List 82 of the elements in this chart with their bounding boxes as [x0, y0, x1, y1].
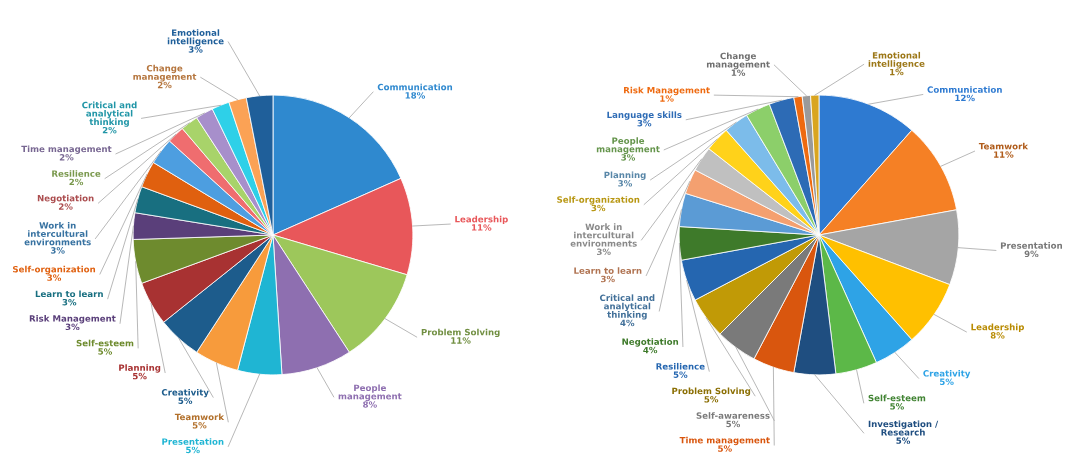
slice-label: Negotiation: [37, 194, 94, 204]
data-label: 2%: [102, 126, 117, 134]
data-label: 5%: [890, 403, 904, 410]
data-label: 2%: [69, 178, 84, 186]
data-label: 4%: [643, 346, 658, 354]
data-label: 4%: [620, 319, 635, 327]
slice-label: Self-esteem: [76, 339, 134, 347]
slice-label: Negotiation: [622, 338, 679, 347]
data-label: 11%: [994, 151, 1014, 158]
slice-label: Problem Solving: [421, 328, 500, 338]
slice-label: Presentation: [1000, 242, 1063, 249]
data-label: 9%: [1024, 250, 1039, 258]
slice-label: Self-organization: [13, 265, 96, 275]
slice-label: Leadership: [971, 323, 1025, 332]
slice-label: Change management: [133, 64, 197, 82]
data-label: 3%: [601, 275, 615, 283]
slice-label: Creativity: [161, 388, 209, 398]
slice-label: Presentation: [162, 438, 224, 445]
data-label: 11%: [451, 337, 471, 344]
data-label: 1%: [660, 95, 674, 102]
slice-label: Resilience: [52, 170, 101, 177]
data-label: 3%: [637, 119, 652, 127]
slice-label: Communication: [927, 86, 1002, 93]
data-label: 5%: [896, 437, 911, 444]
slice-label: Critical and analytical thinking: [599, 294, 655, 320]
data-label: 5%: [132, 372, 147, 380]
slice-label: People management: [338, 384, 402, 402]
slice-label: Self-esteem: [868, 394, 926, 402]
data-label: 3%: [621, 154, 636, 161]
slice-label: Planning: [604, 171, 646, 180]
data-label: 8%: [363, 401, 377, 408]
data-label: 5%: [98, 348, 113, 355]
data-label: 5%: [726, 420, 741, 428]
data-label: 3%: [65, 323, 80, 331]
slice-label: Leadership: [455, 215, 508, 225]
data-label: 3%: [596, 248, 611, 256]
data-label: 3%: [47, 274, 62, 281]
slice-label: Teamwork: [174, 413, 225, 421]
slice-label: Work in intercultural environments: [570, 223, 637, 247]
data-label: 8%: [990, 332, 1005, 339]
slice-label: Time management: [679, 436, 770, 446]
data-label: 3%: [62, 298, 77, 306]
data-label: 5%: [673, 371, 688, 378]
data-label: 3%: [188, 46, 203, 53]
data-label: 2%: [157, 81, 172, 89]
slice-label: Time management: [21, 145, 112, 154]
slice-label: Planning: [119, 364, 161, 373]
slice-label: Risk Management: [29, 315, 116, 324]
slice-label: Emotional intelligence: [167, 29, 224, 47]
slice-label: Communication: [377, 83, 453, 91]
data-label: 5%: [186, 446, 200, 454]
slice-label: Change management: [706, 52, 770, 70]
data-label: 3%: [591, 204, 606, 212]
data-label: 2%: [59, 154, 74, 161]
slice-label: Work in intercultural environments: [24, 221, 91, 246]
slice-label: People management: [596, 137, 660, 155]
slice-label: Resilience: [656, 362, 705, 370]
data-label: 5%: [192, 422, 207, 429]
slice-label: Problem Solving: [672, 387, 751, 396]
data-label: 3%: [618, 180, 633, 187]
data-label: 5%: [939, 378, 954, 386]
data-label: 5%: [178, 397, 193, 404]
slice-label: Self-awareness: [696, 412, 770, 419]
slice-label: Investigation / Research: [868, 420, 939, 436]
data-label: 2%: [58, 203, 73, 210]
slice-label: Emotional intelligence: [868, 51, 925, 69]
slice-label: Teamwork: [978, 142, 1029, 150]
slice-label: Critical and analytical thinking: [82, 101, 137, 127]
data-label: 11%: [472, 224, 492, 231]
slice-label: Learn to learn: [35, 290, 103, 298]
data-label: 3%: [50, 247, 65, 254]
slice-label: Creativity: [923, 369, 971, 379]
data-label: 5%: [704, 396, 719, 403]
data-label: 5%: [718, 445, 732, 452]
data-label: 1%: [731, 69, 746, 76]
slice-label: Language skills: [607, 111, 682, 120]
slice-label: Self-organization: [557, 196, 640, 205]
data-label: 18%: [405, 92, 426, 99]
slice-label: Risk Management: [624, 86, 710, 96]
data-label: 12%: [955, 94, 975, 102]
data-label: 1%: [890, 68, 904, 76]
slice-label: Learn to learn: [574, 267, 642, 274]
